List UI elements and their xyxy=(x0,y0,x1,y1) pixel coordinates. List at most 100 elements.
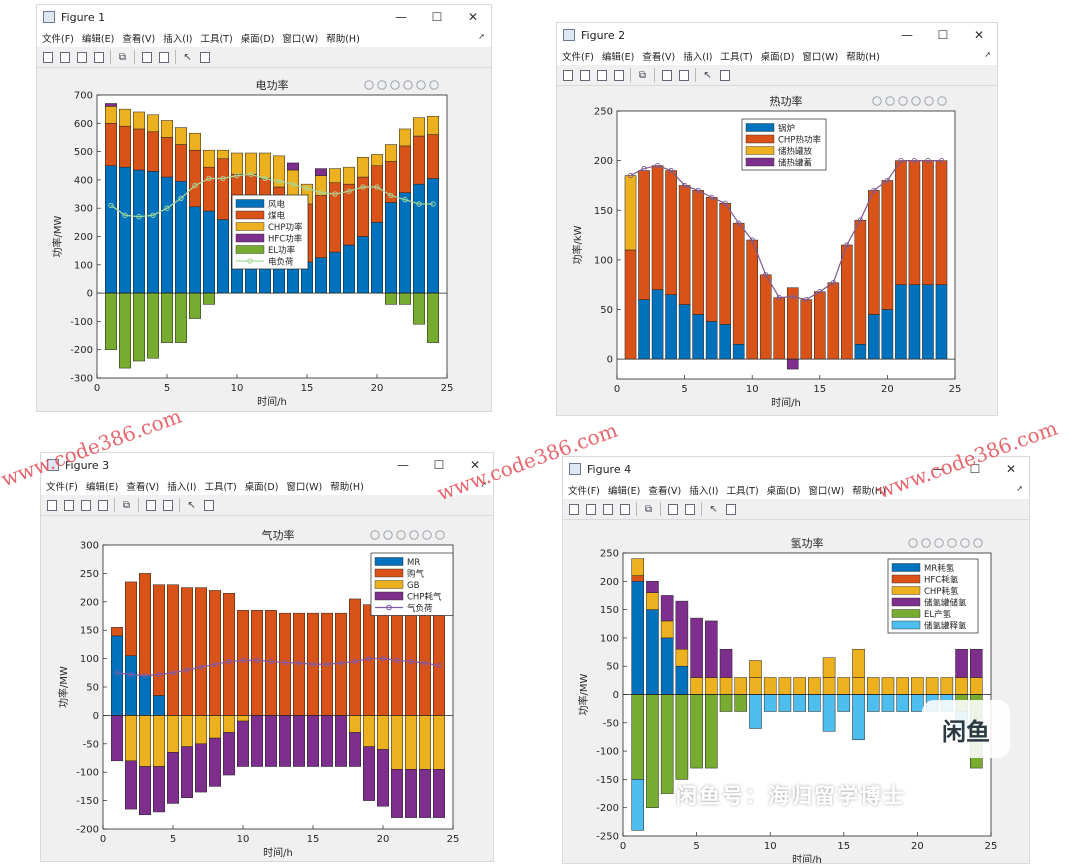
close-button[interactable]: ✕ xyxy=(973,28,985,42)
new-icon[interactable] xyxy=(40,50,55,65)
home-icon[interactable] xyxy=(973,538,983,548)
menu-item-3[interactable]: 插入(I) xyxy=(683,52,713,63)
zoom-region-icon[interactable]: ⧉ xyxy=(638,69,647,81)
menu-item-4[interactable]: 工具(T) xyxy=(200,34,233,45)
menu-item-4[interactable]: 工具(T) xyxy=(720,52,753,63)
menu-item-3[interactable]: 插入(I) xyxy=(163,34,193,45)
zoom-out-icon[interactable] xyxy=(960,538,970,548)
print-icon[interactable] xyxy=(95,498,110,513)
menu-item-0[interactable]: 文件(F) xyxy=(562,52,594,63)
menu-item-7[interactable]: 帮助(H) xyxy=(846,52,880,63)
print-icon[interactable] xyxy=(617,502,632,517)
new-icon[interactable] xyxy=(560,68,575,83)
menu-item-0[interactable]: 文件(F) xyxy=(568,486,600,497)
menu-item-4[interactable]: 工具(T) xyxy=(726,486,759,497)
menu-item-2[interactable]: 查看(V) xyxy=(126,482,160,493)
panel-icon[interactable] xyxy=(201,498,216,513)
open-icon[interactable] xyxy=(577,68,592,83)
pan-icon[interactable] xyxy=(390,80,400,90)
brush-icon[interactable] xyxy=(364,80,374,90)
minimize-button[interactable]: — xyxy=(901,28,913,42)
menu-item-5[interactable]: 桌面(D) xyxy=(766,486,801,497)
open-icon[interactable] xyxy=(583,502,598,517)
menu-item-1[interactable]: 编辑(E) xyxy=(81,34,115,45)
menu-item-0[interactable]: 文件(F) xyxy=(42,34,74,45)
menu-item-5[interactable]: 桌面(D) xyxy=(244,482,279,493)
maximize-button[interactable]: ☐ xyxy=(431,10,443,24)
save-icon[interactable] xyxy=(600,502,615,517)
zoom-in-icon[interactable] xyxy=(911,96,921,106)
tile-icon[interactable] xyxy=(659,68,674,83)
brush-icon[interactable] xyxy=(872,96,882,106)
minimize-button[interactable]: — xyxy=(395,10,407,24)
layout-icon[interactable] xyxy=(156,50,171,65)
menu-item-7[interactable]: 帮助(H) xyxy=(330,482,364,493)
pan-icon[interactable] xyxy=(396,530,406,540)
tile-icon[interactable] xyxy=(665,502,680,517)
menu-overflow-icon[interactable]: ➚ xyxy=(984,50,991,59)
tile-icon[interactable] xyxy=(143,498,158,513)
menu-item-1[interactable]: 编辑(E) xyxy=(601,52,635,63)
layout-icon[interactable] xyxy=(676,68,691,83)
home-icon[interactable] xyxy=(435,530,445,540)
zoom-region-icon[interactable]: ⧉ xyxy=(644,503,653,515)
pan-icon[interactable] xyxy=(934,538,944,548)
layout-icon[interactable] xyxy=(160,498,175,513)
zoom-in-icon[interactable] xyxy=(947,538,957,548)
zoom-region-icon[interactable]: ⧉ xyxy=(122,499,131,511)
minimize-button[interactable]: — xyxy=(397,458,409,472)
close-button[interactable]: ✕ xyxy=(467,10,479,24)
menu-item-7[interactable]: 帮助(H) xyxy=(326,34,360,45)
menu-item-6[interactable]: 窗口(W) xyxy=(808,486,845,497)
tile-icon[interactable] xyxy=(139,50,154,65)
maximize-button[interactable]: ☐ xyxy=(433,458,445,472)
zoom-in-icon[interactable] xyxy=(409,530,419,540)
menu-item-6[interactable]: 窗口(W) xyxy=(802,52,839,63)
menu-item-0[interactable]: 文件(F) xyxy=(46,482,78,493)
menu-item-3[interactable]: 插入(I) xyxy=(167,482,197,493)
print-icon[interactable] xyxy=(611,68,626,83)
panel-icon[interactable] xyxy=(717,68,732,83)
save-icon[interactable] xyxy=(78,498,93,513)
layout-icon[interactable] xyxy=(682,502,697,517)
open-icon[interactable] xyxy=(61,498,76,513)
home-icon[interactable] xyxy=(429,80,439,90)
save-icon[interactable] xyxy=(594,68,609,83)
pointer-icon[interactable]: ↖ xyxy=(703,69,712,81)
menu-overflow-icon[interactable]: ➚ xyxy=(478,32,485,41)
open-icon[interactable] xyxy=(57,50,72,65)
zoom-in-icon[interactable] xyxy=(403,80,413,90)
menu-item-2[interactable]: 查看(V) xyxy=(642,52,676,63)
menu-item-2[interactable]: 查看(V) xyxy=(648,486,682,497)
menu-item-6[interactable]: 窗口(W) xyxy=(286,482,323,493)
menu-item-6[interactable]: 窗口(W) xyxy=(282,34,319,45)
brush-icon[interactable] xyxy=(370,530,380,540)
close-button[interactable]: ✕ xyxy=(469,458,481,472)
save-icon[interactable] xyxy=(74,50,89,65)
data-tip-icon[interactable] xyxy=(383,530,393,540)
new-icon[interactable] xyxy=(566,502,581,517)
menu-item-5[interactable]: 桌面(D) xyxy=(240,34,275,45)
brush-icon[interactable] xyxy=(908,538,918,548)
zoom-out-icon[interactable] xyxy=(416,80,426,90)
new-icon[interactable] xyxy=(44,498,59,513)
pointer-icon[interactable]: ↖ xyxy=(709,503,718,515)
menu-item-7[interactable]: 帮助(H) xyxy=(852,486,886,497)
pointer-icon[interactable]: ↖ xyxy=(187,499,196,511)
pointer-icon[interactable]: ↖ xyxy=(183,51,192,63)
menu-overflow-icon[interactable]: ➚ xyxy=(480,480,487,489)
minimize-button[interactable]: — xyxy=(933,462,945,476)
menu-item-1[interactable]: 编辑(E) xyxy=(607,486,641,497)
menu-item-4[interactable]: 工具(T) xyxy=(204,482,237,493)
panel-icon[interactable] xyxy=(197,50,212,65)
menu-item-2[interactable]: 查看(V) xyxy=(122,34,156,45)
close-button[interactable]: ✕ xyxy=(1005,462,1017,476)
zoom-out-icon[interactable] xyxy=(924,96,934,106)
data-tip-icon[interactable] xyxy=(885,96,895,106)
panel-icon[interactable] xyxy=(723,502,738,517)
menu-overflow-icon[interactable]: ➚ xyxy=(1016,484,1023,493)
maximize-button[interactable]: ☐ xyxy=(937,28,949,42)
maximize-button[interactable]: ☐ xyxy=(969,462,981,476)
home-icon[interactable] xyxy=(937,96,947,106)
menu-item-5[interactable]: 桌面(D) xyxy=(760,52,795,63)
